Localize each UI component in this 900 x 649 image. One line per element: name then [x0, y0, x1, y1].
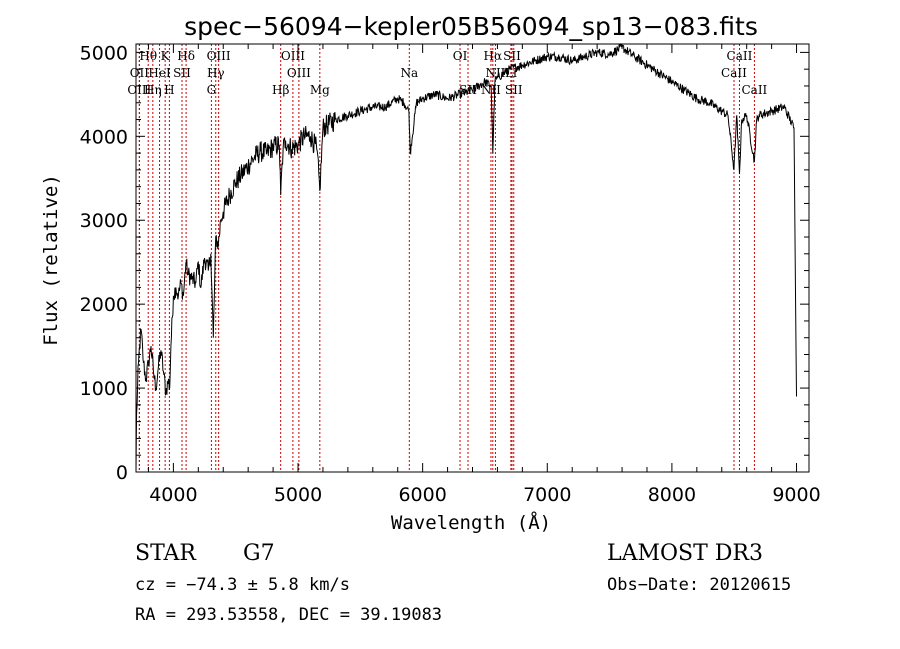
spectral-line-label: Hη [144, 83, 162, 97]
y-tick-label: 4000 [80, 126, 128, 148]
x-tick-label: 5000 [274, 484, 322, 506]
spectral-line-label: SII [459, 83, 477, 97]
y-axis-label: Flux (relative) [40, 174, 62, 346]
spectral-line-label: Hθ [139, 49, 157, 63]
x-tick-label: 8000 [648, 484, 696, 506]
spectral-line-label: Hβ [272, 83, 289, 97]
y-tick-label: 1000 [80, 378, 128, 400]
spectral-line-markers [138, 44, 755, 472]
plot-area [135, 43, 797, 473]
x-tick-label: 4000 [149, 484, 197, 506]
spectral-line-label: Hα [484, 49, 503, 63]
object-class: STAR [135, 541, 197, 566]
x-tick-label: 9000 [772, 484, 820, 506]
x-tick-label: 6000 [398, 484, 446, 506]
spectral-line-label: OI [453, 49, 468, 63]
plot-frame [135, 43, 810, 473]
redshift-info: cz = −74.3 ± 5.8 km/s [135, 575, 350, 595]
spectral-line-label: Na [400, 66, 418, 80]
spectral-line-label: Hδ [177, 49, 195, 63]
y-tick-label: 0 [116, 462, 128, 484]
spectral-line-label: CaII [741, 83, 767, 97]
spectral-line-label: SII [173, 66, 191, 80]
obs-date: Obs−Date: 20120615 [607, 575, 791, 595]
chart-title: spec−56094−kepler05B56094_sp13−083.fits [184, 12, 758, 41]
survey-label: LAMOST DR3 [607, 541, 763, 566]
y-tick-label: 5000 [80, 42, 128, 64]
spectral-line-label: Li [505, 66, 517, 80]
spectral-line-label: H [164, 83, 174, 97]
spectral-line-label: G [207, 83, 217, 97]
x-axis-label: Wavelength (Å) [391, 511, 551, 534]
spectral-line-label: Mg [310, 83, 330, 97]
spectral-line-label: OII [130, 66, 150, 80]
axes: 4000 5000 6000 7000 8000 9000 0 1000 2000 3000 400… [80, 42, 821, 506]
coordinates-info: RA = 293.53558, DEC = 39.19083 [135, 605, 442, 625]
spectral-line-label: OIII [287, 66, 311, 80]
spectrum-line [135, 43, 797, 473]
spectral-line-label: CaII [721, 66, 747, 80]
x-tick-label: 7000 [523, 484, 571, 506]
y-tick-label: 3000 [80, 210, 128, 232]
spectral-line-label: OIII [281, 49, 305, 63]
spectral-line-label: SII [505, 83, 523, 97]
spectral-line-label: OIII [207, 49, 231, 63]
y-tick-label: 2000 [80, 294, 128, 316]
spectral-line-label: HeI [148, 66, 171, 80]
spectral-line-label: NII [481, 83, 501, 97]
object-subclass: G7 [243, 541, 275, 566]
spectral-line-label: NII [485, 66, 505, 80]
spectral-line-label: SII [503, 49, 521, 63]
spectral-line-label: CaII [727, 49, 753, 63]
spectral-line-label: K [161, 49, 171, 63]
spectral-line-label: OIII [127, 83, 151, 97]
spectral-line-label: Hγ [207, 66, 225, 80]
